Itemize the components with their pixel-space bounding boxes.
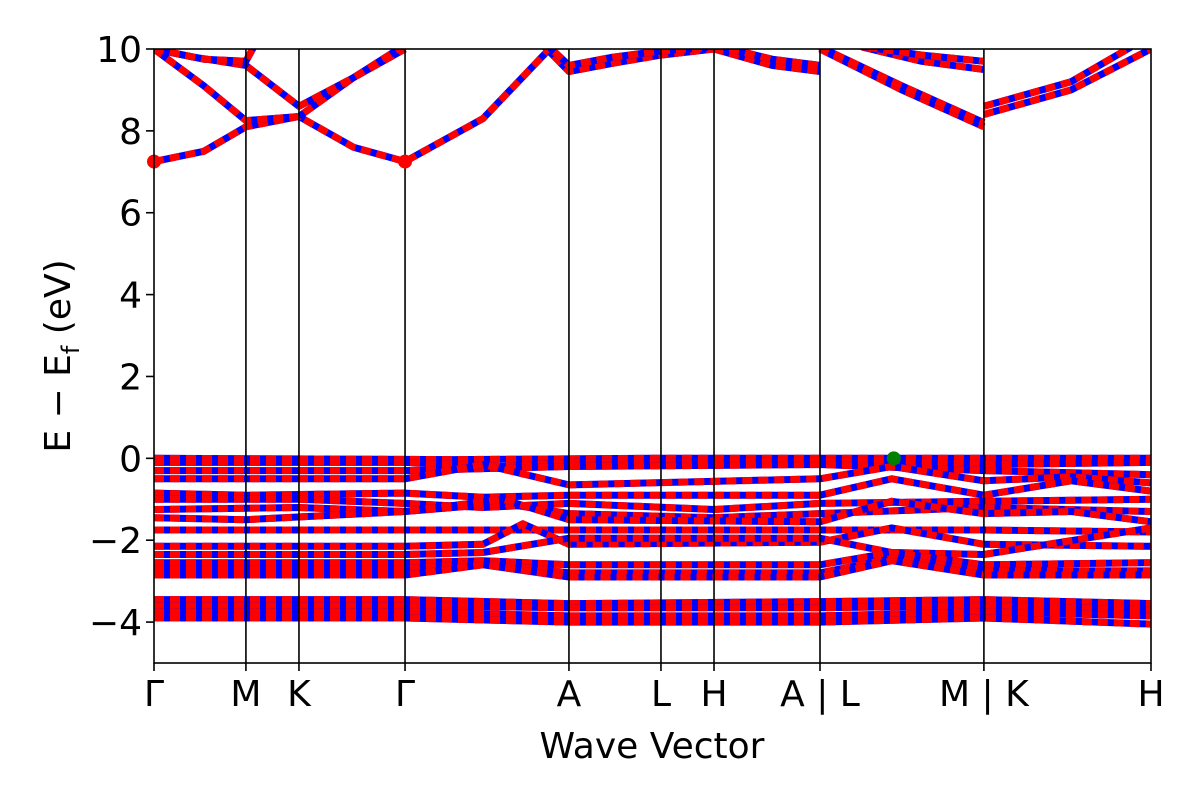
conduction-band-8-spin-up bbox=[818, 49, 986, 130]
cbm-marker bbox=[398, 154, 413, 169]
conduction-band-9-spin-up bbox=[818, 49, 986, 126]
conduction-band-11 bbox=[855, 49, 985, 65]
valence-band-2-spin-up bbox=[154, 461, 1151, 479]
valence-band-14 bbox=[154, 596, 1151, 608]
x-tick-label: H bbox=[1137, 674, 1164, 715]
x-axis-title: Wave Vector bbox=[540, 726, 765, 767]
valence-band-14-spin-up bbox=[154, 596, 1151, 608]
x-tick-label: M bbox=[230, 674, 261, 715]
y-axis-title-unit: (eV) bbox=[38, 259, 79, 345]
valence-band-12-spin-up bbox=[154, 555, 1151, 577]
x-tick-label: Γ bbox=[395, 674, 415, 715]
valence-band-15-spin-up bbox=[154, 602, 1151, 614]
valence-band-2 bbox=[154, 461, 1151, 479]
y-axis-title: E − Ef (eV) bbox=[38, 259, 85, 452]
bands-layer bbox=[154, 49, 1151, 628]
conduction-band-3-spin-up bbox=[154, 49, 257, 65]
conduction-band-12 bbox=[982, 49, 1151, 118]
y-tick-label: 4 bbox=[119, 276, 142, 317]
valence-band-17-spin-up bbox=[154, 614, 1151, 628]
plot-frame bbox=[153, 48, 1152, 664]
valence-band-8 bbox=[154, 526, 1151, 536]
valence-band-12 bbox=[154, 555, 1151, 577]
valence-band-4-spin-down bbox=[154, 475, 1151, 501]
y-tick-label: 6 bbox=[119, 194, 142, 235]
conduction-band-6 bbox=[713, 49, 821, 75]
valence-band-3-spin-up bbox=[154, 461, 1151, 489]
conduction-band-13 bbox=[982, 49, 1133, 110]
valence-band-10 bbox=[154, 524, 1151, 558]
valence-band-11 bbox=[154, 549, 1151, 569]
valence-band-5-spin-up bbox=[154, 495, 1151, 513]
vbm-marker bbox=[886, 451, 901, 466]
conduction-band-9 bbox=[818, 49, 986, 126]
conduction-band-6-spin-up bbox=[713, 49, 821, 75]
band-edge-markers bbox=[147, 154, 901, 466]
valence-band-17 bbox=[154, 614, 1151, 628]
conduction-band-0 bbox=[154, 49, 555, 166]
conduction-band-3 bbox=[154, 49, 257, 65]
conduction-band-0-spin-up bbox=[154, 49, 555, 166]
x-tick-label: K bbox=[287, 674, 312, 715]
valence-band-11-spin-up bbox=[154, 549, 1151, 569]
y-axis-ticks: −4 −2 0 2 4 6 8 10 bbox=[89, 30, 154, 644]
valence-band-7-spin-up bbox=[154, 495, 1151, 526]
y-tick-label: 0 bbox=[119, 439, 142, 480]
y-tick-label: −2 bbox=[89, 521, 142, 562]
conduction-band-11-spin-up bbox=[855, 49, 985, 65]
y-tick-label: 2 bbox=[119, 357, 142, 398]
valence-band-7 bbox=[154, 495, 1151, 526]
x-tick-label: H bbox=[700, 674, 727, 715]
conduction-band-13-spin-up bbox=[982, 49, 1133, 110]
x-tick-label: M | K bbox=[939, 674, 1030, 715]
x-tick-label: Γ bbox=[144, 674, 164, 715]
y-tick-label: −4 bbox=[89, 603, 142, 644]
y-axis-title-sub: f bbox=[57, 345, 85, 354]
valence-band-13-spin-up bbox=[154, 557, 1151, 581]
valence-band-8-spin-up bbox=[154, 526, 1151, 536]
x-tick-label: A bbox=[557, 674, 582, 715]
conduction-band-12-spin-up bbox=[982, 49, 1151, 118]
valence-band-4 bbox=[154, 475, 1151, 501]
valence-band-15 bbox=[154, 602, 1151, 614]
y-tick-label: 10 bbox=[96, 30, 142, 71]
y-axis-title-main: E − E bbox=[38, 354, 79, 453]
valence-band-16-spin-up bbox=[154, 608, 1151, 620]
high-symmetry-lines bbox=[245, 49, 985, 663]
valence-band-13 bbox=[154, 557, 1151, 581]
x-tick-label: A | L bbox=[780, 674, 860, 715]
y-tick-label: 8 bbox=[119, 112, 142, 153]
x-tick-label: L bbox=[651, 674, 671, 715]
valence-band-10-spin-up bbox=[154, 524, 1151, 558]
valence-band-16 bbox=[154, 608, 1151, 620]
